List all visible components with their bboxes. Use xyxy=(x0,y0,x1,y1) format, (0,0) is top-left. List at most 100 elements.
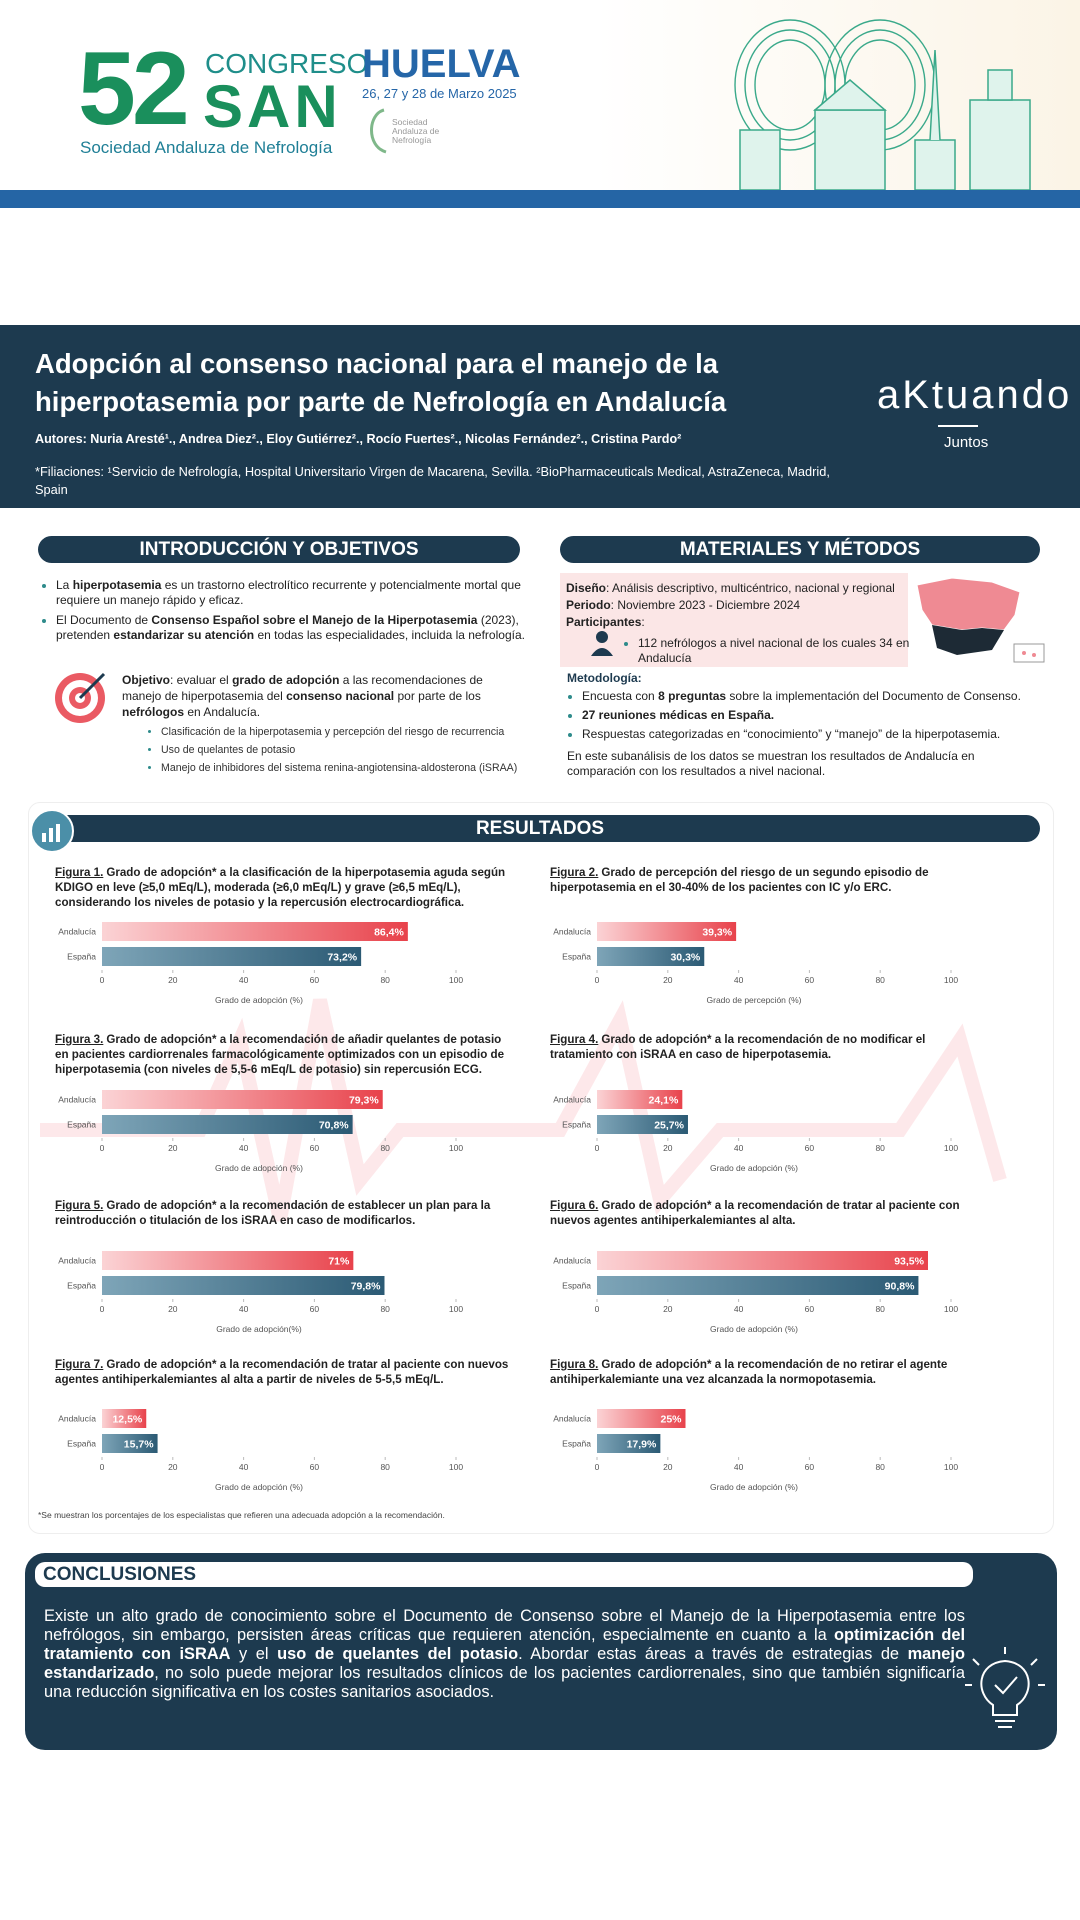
participants-detail-list: 112 nefrólogos a nivel nacional de los c… xyxy=(622,636,918,671)
methodology-list: Encuesta con 8 preguntas sobre la implem… xyxy=(566,689,1052,746)
x-tick-label: 20 xyxy=(168,1462,178,1472)
list-item: Manejo de inhibidores del sistema renina… xyxy=(161,762,541,775)
methods-design: Diseño: Análisis descriptivo, multicéntr… xyxy=(566,580,906,631)
bold-run: optimización del tratamiento con iSRAA xyxy=(44,1626,966,1663)
category-label: Andalucía xyxy=(553,1414,591,1424)
period: Periodo: Noviembre 2023 - Diciembre 2024 xyxy=(566,597,906,614)
category-label: Andalucía xyxy=(553,1256,591,1266)
bar-chart: Andalucía 86,4% España 73,2% 0 20 40 60 80 100 Gra… xyxy=(58,922,463,1005)
value-label: 71% xyxy=(328,1256,350,1268)
figure-label: Figura 5. xyxy=(55,1199,104,1212)
category-label: Andalucía xyxy=(553,927,591,937)
bar-chart: Andalucía 93,5% España 90,8% 0 20 40 60 80 100 Gra… xyxy=(553,1251,958,1334)
figure-label: Figura 6. xyxy=(550,1199,599,1212)
category-label: España xyxy=(67,952,96,962)
x-tick-label: 60 xyxy=(805,1143,815,1153)
bold-run: estandarizar su atención xyxy=(113,628,255,642)
intro-bullets: La hiperpotasemia es un trastorno electr… xyxy=(40,578,536,648)
small-logo-icon xyxy=(370,108,387,154)
small-logo: Sociedad Andaluza de Nefrología xyxy=(392,117,440,145)
bar xyxy=(102,1276,385,1295)
authors: Autores: Nuria Aresté¹., Andrea Diez²., … xyxy=(35,432,682,446)
caption-text: Grado de adopción* a la recomendación de… xyxy=(55,1033,505,1076)
lightbulb-icon xyxy=(965,1647,1045,1728)
value-label: 30,3% xyxy=(670,952,700,964)
bold-run: 8 preguntas xyxy=(658,689,727,703)
x-tick-label: 100 xyxy=(449,1304,463,1314)
bold-run: nefrólogos xyxy=(122,705,184,719)
figure-label: Figura 2. xyxy=(550,866,599,879)
x-tick-label: 0 xyxy=(100,1462,105,1472)
list-item: Uso de quelantes de potasio xyxy=(161,744,541,757)
x-tick-label: 20 xyxy=(168,975,178,985)
x-axis-label: Grado de percepción (%) xyxy=(707,995,802,1005)
bold-run: Consenso Español sobre el Manejo de la H… xyxy=(151,613,478,627)
category-label: Andalucía xyxy=(58,927,96,937)
text-run: sobre la implementación del Documento de… xyxy=(726,689,1021,703)
dates: 26, 27 y 28 de Marzo 2025 xyxy=(362,86,517,101)
congress-word: CONGRESO xyxy=(205,48,369,79)
bar-chart: Andalucía 12,5% España 15,7% 0 20 40 60 80 100 Gra… xyxy=(58,1409,463,1492)
figure-label: Figura 3. xyxy=(55,1033,104,1046)
bar xyxy=(597,1115,688,1134)
caption-text: Grado de adopción* a la recomendación de… xyxy=(55,1358,509,1386)
design: Diseño: Análisis descriptivo, multicéntr… xyxy=(566,580,906,597)
value-label: 79,3% xyxy=(349,1095,379,1107)
participants: Participantes: xyxy=(566,614,906,631)
text-run: (2023), pretenden xyxy=(56,613,519,642)
methods-heading: MATERIALES Y MÉTODOS xyxy=(560,536,1040,563)
x-axis-label: Grado de adopción (%) xyxy=(215,1482,303,1492)
x-tick-label: 100 xyxy=(449,1462,463,1472)
x-tick-label: 40 xyxy=(239,1304,249,1314)
bar xyxy=(102,1090,383,1109)
x-tick-label: 40 xyxy=(239,1143,249,1153)
value-label: 79,8% xyxy=(351,1281,381,1293)
text-run: El Documento de xyxy=(56,613,152,627)
category-label: España xyxy=(562,952,591,962)
caption-text: Grado de percepción del riesgo de un seg… xyxy=(550,866,929,894)
bold-run: Periodo xyxy=(566,598,611,612)
participants-detail: 112 nefrólogos a nivel nacional de los c… xyxy=(638,636,918,666)
affiliations: *Filiaciones: ¹Servicio de Nefrología, H… xyxy=(35,464,830,497)
x-tick-label: 40 xyxy=(734,1143,744,1153)
text-run: , no solo puede mejorar los resultados c… xyxy=(44,1664,965,1701)
bar xyxy=(102,1251,354,1270)
conclusions-box: CONCLUSIONES Existe un alto grado de con… xyxy=(25,1553,1057,1750)
value-label: 24,1% xyxy=(649,1095,679,1107)
category-label: España xyxy=(67,1281,96,1291)
x-axis-label: Grado de adopción (%) xyxy=(215,1163,303,1173)
results-heading: RESULTADOS xyxy=(40,815,1040,842)
footnote: *Se muestran los porcentajes de los espe… xyxy=(38,1510,445,1520)
value-label: 12,5% xyxy=(112,1414,142,1426)
text-run: en todas las especialidades, incluida la… xyxy=(254,628,525,642)
org: SAN xyxy=(203,73,342,140)
bold-run: Objetivo xyxy=(122,673,171,687)
x-axis-label: Grado de adopción (%) xyxy=(710,1163,798,1173)
objective: Objetivo: evaluar el grado de adopción a… xyxy=(122,672,492,720)
value-label: 25,7% xyxy=(654,1120,684,1132)
bar xyxy=(597,947,705,966)
figure-caption: Figura 2. Grado de percepción del riesgo … xyxy=(550,865,980,895)
city-illustration xyxy=(734,19,1031,190)
text-run: Encuesta con xyxy=(582,689,659,703)
bold-run: Participantes xyxy=(566,615,642,629)
x-axis-label: Grado de adopción (%) xyxy=(710,1482,798,1492)
x-tick-label: 100 xyxy=(944,1143,958,1153)
brand-rule xyxy=(938,425,978,427)
value-label: 86,4% xyxy=(374,927,404,939)
category-label: España xyxy=(562,1439,591,1449)
x-tick-label: 80 xyxy=(875,1143,885,1153)
figure-caption: Figura 7. Grado de adopción* a la recomen… xyxy=(55,1357,515,1387)
text-run: Existe un alto grado de conocimiento sob… xyxy=(44,1607,965,1644)
x-axis-label: Grado de adopción(%) xyxy=(216,1324,302,1334)
x-tick-label: 80 xyxy=(875,975,885,985)
x-tick-label: 60 xyxy=(805,1304,815,1314)
brand: aKtuando xyxy=(877,373,1073,417)
value-label: 25% xyxy=(660,1414,682,1426)
text-run: a las recomendaciones de manejo de hiper… xyxy=(122,673,483,703)
x-tick-label: 0 xyxy=(100,975,105,985)
methods-box xyxy=(560,573,908,667)
x-tick-label: 100 xyxy=(944,1304,958,1314)
x-tick-label: 20 xyxy=(663,1462,673,1472)
title: Adopción al consenso nacional para el ma… xyxy=(35,348,727,417)
